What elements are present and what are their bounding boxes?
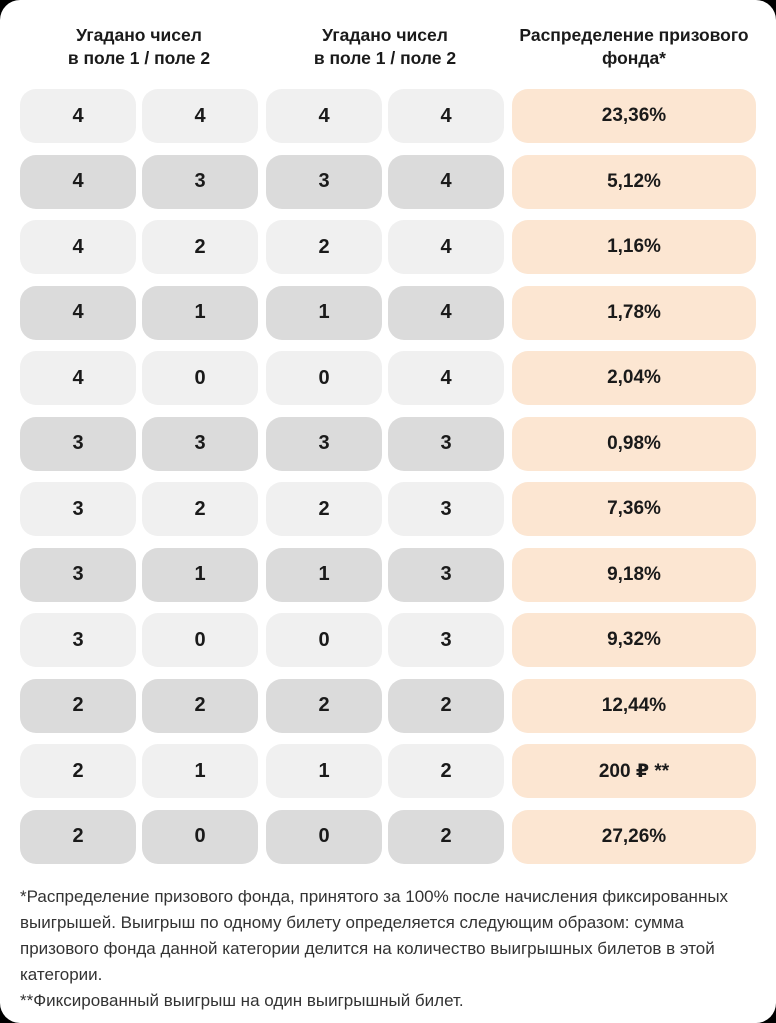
table-row: 4 4 4 4 23,36% — [20, 89, 756, 143]
guessed-count-cell: 0 — [142, 809, 258, 864]
prize-share-cell: 5,12% — [512, 154, 756, 209]
guessed-count-cell: 2 — [388, 744, 504, 798]
guessed-count-cell: 2 — [266, 482, 382, 536]
guessed-count-cell: 4 — [388, 285, 504, 340]
column-header-prize-distribution: Распределение призового фонда* — [512, 24, 756, 70]
guessed-count-cell: 4 — [388, 351, 504, 405]
prize-share-cell: 9,32% — [512, 613, 756, 667]
guessed-count-cell: 3 — [388, 613, 504, 667]
guessed-count-cell: 4 — [20, 89, 136, 143]
prize-share-cell: 12,44% — [512, 678, 756, 733]
column-header-line: Угадано чисел — [76, 25, 202, 45]
guessed-count-cell: 3 — [20, 613, 136, 667]
table-row: 2 0 0 2 27,26% — [20, 809, 756, 864]
column-header-line: Угадано чисел — [322, 25, 448, 45]
guessed-count-cell: 2 — [388, 809, 504, 864]
guessed-count-cell: 4 — [20, 154, 136, 209]
guessed-count-cell: 4 — [20, 351, 136, 405]
column-header-field-group-2: Угадано чисел в поле 1 / поле 2 — [266, 24, 504, 70]
guessed-count-cell: 3 — [20, 547, 136, 602]
prize-share-cell: 0,98% — [512, 416, 756, 471]
prize-share-cell: 9,18% — [512, 547, 756, 602]
guessed-count-cell: 2 — [20, 744, 136, 798]
guessed-count-cell: 2 — [142, 482, 258, 536]
guessed-count-cell: 1 — [266, 744, 382, 798]
guessed-count-cell: 4 — [388, 89, 504, 143]
column-header-line: в поле 1 / поле 2 — [313, 48, 457, 68]
prize-share-cell: 1,78% — [512, 285, 756, 340]
guessed-count-cell: 3 — [388, 416, 504, 471]
guessed-count-cell: 1 — [142, 285, 258, 340]
prize-share-cell: 27,26% — [512, 809, 756, 864]
guessed-count-cell: 0 — [266, 809, 382, 864]
guessed-count-cell: 4 — [388, 220, 504, 274]
table-row: 3 3 3 3 0,98% — [20, 416, 756, 471]
prize-share-cell: 23,36% — [512, 89, 756, 143]
guessed-count-cell: 3 — [142, 416, 258, 471]
guessed-count-cell: 2 — [388, 678, 504, 733]
guessed-count-cell: 3 — [388, 547, 504, 602]
prize-fixed-amount-cell: 200 ₽ ** — [512, 744, 756, 798]
guessed-count-cell: 0 — [142, 613, 258, 667]
guessed-count-cell: 2 — [266, 678, 382, 733]
column-header-line: Распределение призового — [519, 25, 749, 45]
guessed-count-cell: 1 — [266, 285, 382, 340]
guessed-count-cell: 1 — [142, 547, 258, 602]
guessed-count-cell: 4 — [142, 89, 258, 143]
table-row: 3 1 1 3 9,18% — [20, 547, 756, 602]
footnote-fixed-win: **Фиксированный выигрыш на один выигрышн… — [20, 990, 464, 1010]
guessed-count-cell: 3 — [142, 154, 258, 209]
table-body: 4 4 4 4 23,36% 4 3 3 4 5,12% 4 2 2 4 1,1… — [20, 89, 756, 864]
guessed-count-cell: 0 — [142, 351, 258, 405]
guessed-count-cell: 2 — [266, 220, 382, 274]
guessed-count-cell: 2 — [20, 678, 136, 733]
guessed-count-cell: 2 — [142, 220, 258, 274]
guessed-count-cell: 3 — [266, 154, 382, 209]
footnote-prize-fund: *Распределение призового фонда, принятог… — [20, 886, 729, 984]
table-row: 4 2 2 4 1,16% — [20, 220, 756, 274]
prize-share-cell: 7,36% — [512, 482, 756, 536]
guessed-count-cell: 4 — [20, 285, 136, 340]
prize-share-cell: 2,04% — [512, 351, 756, 405]
table-row: 4 3 3 4 5,12% — [20, 154, 756, 209]
guessed-count-cell: 4 — [20, 220, 136, 274]
table-row: 4 0 0 4 2,04% — [20, 351, 756, 405]
table-row: 3 0 0 3 9,32% — [20, 613, 756, 667]
guessed-count-cell: 3 — [20, 482, 136, 536]
guessed-count-cell: 3 — [20, 416, 136, 471]
footnotes: *Распределение призового фонда, принятог… — [20, 884, 756, 1014]
guessed-count-cell: 3 — [266, 416, 382, 471]
guessed-count-cell: 2 — [142, 678, 258, 733]
table-header: Угадано чисел в поле 1 / поле 2 Угадано … — [20, 24, 756, 70]
guessed-count-cell: 4 — [266, 89, 382, 143]
table-row: 4 1 1 4 1,78% — [20, 285, 756, 340]
column-header-field-group-1: Угадано чисел в поле 1 / поле 2 — [20, 24, 258, 70]
prize-share-cell: 1,16% — [512, 220, 756, 274]
guessed-count-cell: 2 — [20, 809, 136, 864]
table-row: 2 1 1 2 200 ₽ ** — [20, 744, 756, 798]
guessed-count-cell: 0 — [266, 613, 382, 667]
guessed-count-cell: 4 — [388, 154, 504, 209]
column-header-line: в поле 1 / поле 2 — [67, 48, 211, 68]
guessed-count-cell: 3 — [388, 482, 504, 536]
table-row: 3 2 2 3 7,36% — [20, 482, 756, 536]
column-header-line: фонда* — [602, 48, 666, 68]
guessed-count-cell: 1 — [266, 547, 382, 602]
guessed-count-cell: 1 — [142, 744, 258, 798]
guessed-count-cell: 0 — [266, 351, 382, 405]
table-row: 2 2 2 2 12,44% — [20, 678, 756, 733]
